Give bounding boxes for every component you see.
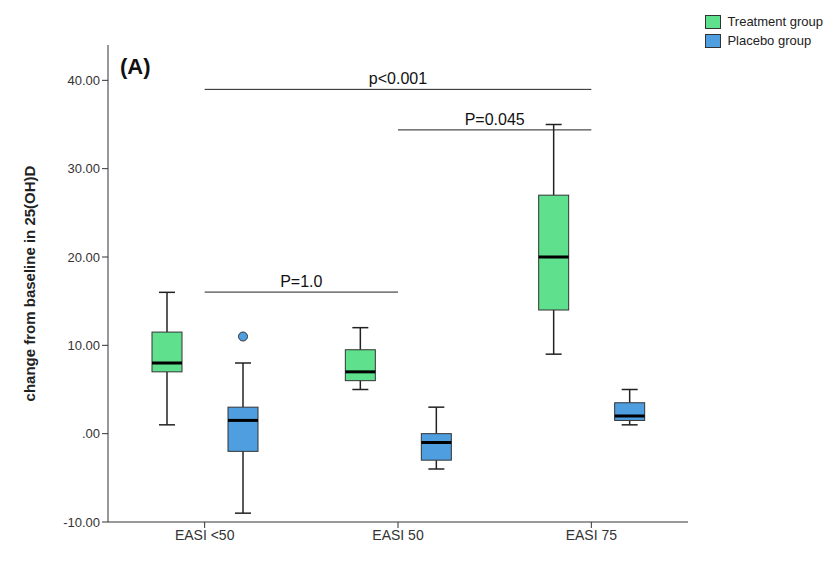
svg-text:20.00: 20.00 [67,250,100,265]
html-text:(A): (A) [120,54,151,79]
svg-text:p<0.001: p<0.001 [369,70,427,87]
svg-text:-10.00: -10.00 [63,515,100,530]
svg-text:EASI <50: EASI <50 [175,527,235,543]
svg-text:30.00: 30.00 [67,161,100,176]
html-text:Treatment group: Treatment group [727,14,823,29]
svg-text:change from baseline in 25(OH): change from baseline in 25(OH)D [21,165,38,401]
svg-text:10.00: 10.00 [67,338,100,353]
svg-text:P=0.045: P=0.045 [465,111,525,128]
svg-text:EASI 50: EASI 50 [372,527,424,543]
svg-text:EASI 75: EASI 75 [566,527,618,543]
svg-text:40.00: 40.00 [67,73,100,88]
svg-text:.00: .00 [82,426,100,441]
html-text:Placebo group: Placebo group [727,33,812,48]
svg-text:P=1.0: P=1.0 [280,273,322,290]
